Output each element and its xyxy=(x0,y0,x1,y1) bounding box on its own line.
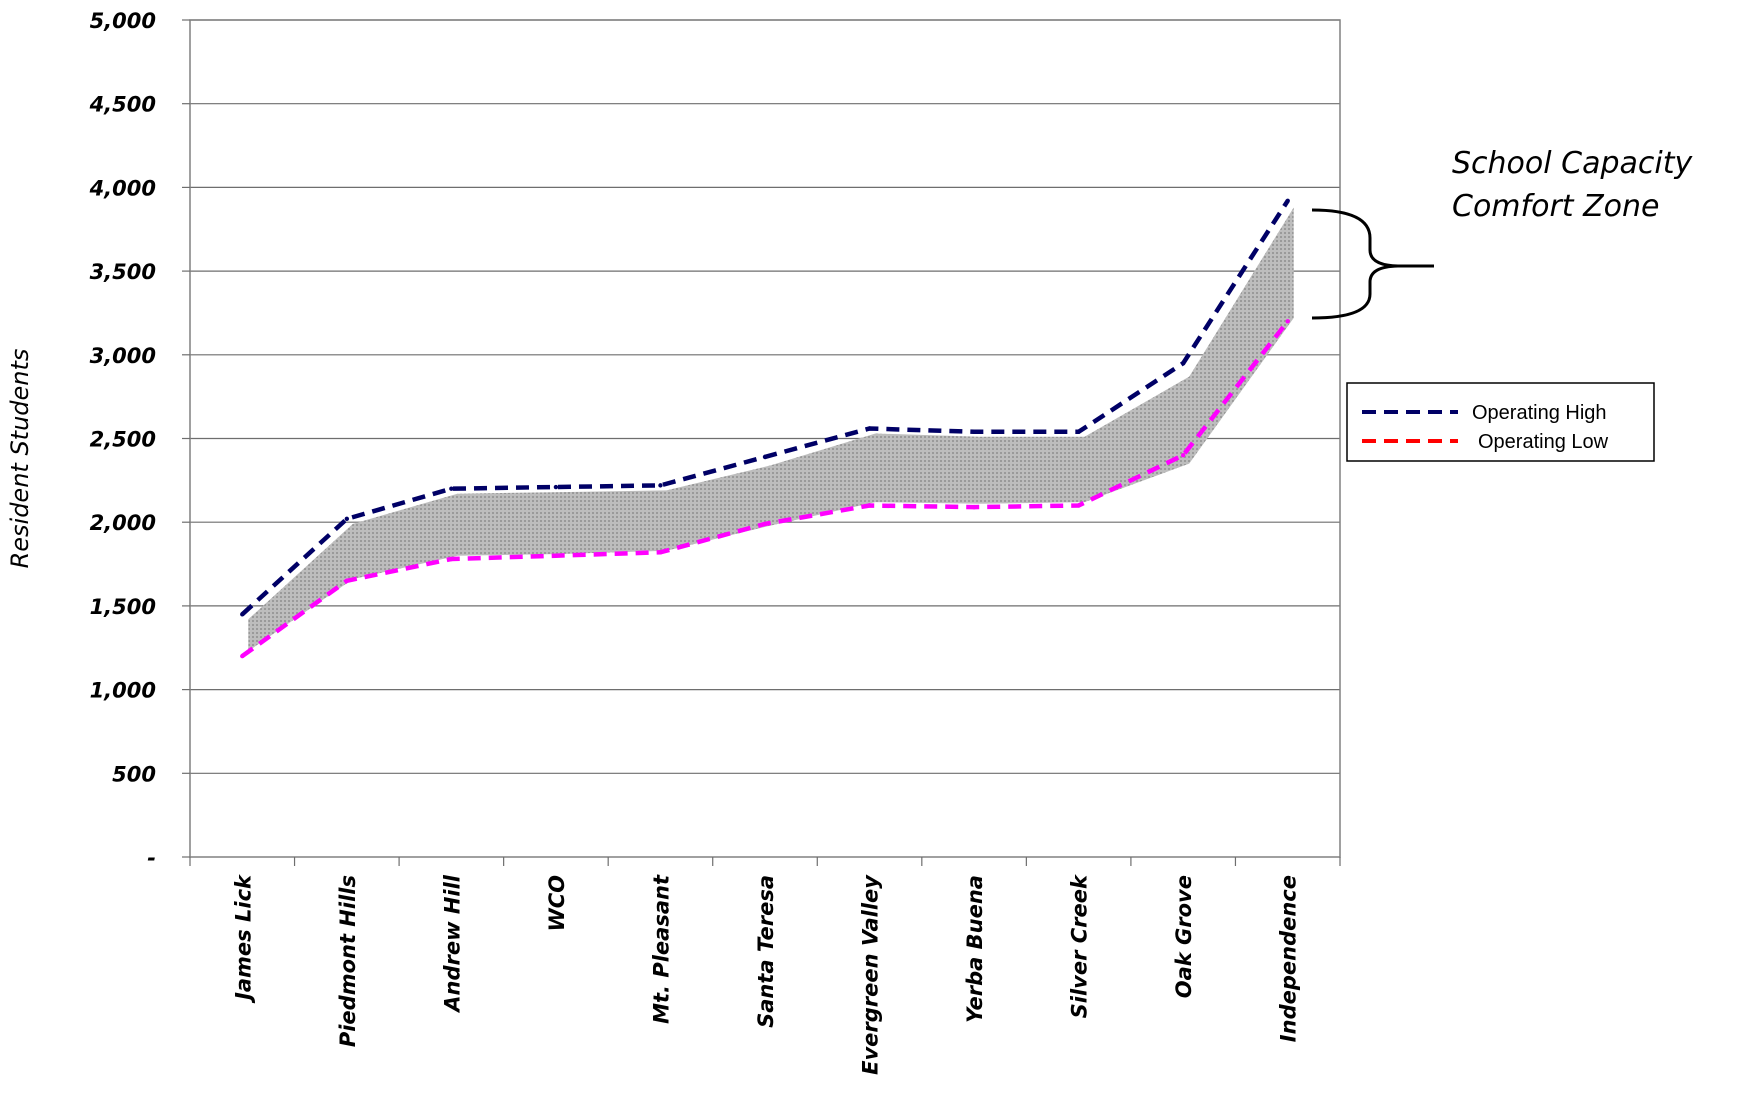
data-point-operating-low xyxy=(1076,503,1081,508)
y-axis-ticks: - 500 1,000 1,500 2,000 2,500 3,000 3,500 4,000 4… xyxy=(89,9,190,870)
x-tick-label-silver-creek: Silver Creek xyxy=(1068,873,1092,1018)
y-tick-label: 2,500 xyxy=(90,428,156,452)
data-point-operating-high xyxy=(971,429,977,435)
data-point-operating-low xyxy=(762,521,768,527)
series-lines xyxy=(240,198,1290,659)
x-tick-label-piedmont-hills: Piedmont Hills xyxy=(336,875,360,1047)
y-tick-label: 2,000 xyxy=(90,511,156,535)
x-tick-label-santa-teresa: Santa Teresa xyxy=(754,875,778,1028)
y-tick-label: - xyxy=(147,846,156,870)
y-tick-label: 500 xyxy=(112,762,156,786)
y-tick-label: 4,000 xyxy=(89,176,156,200)
data-point-operating-high xyxy=(449,486,454,491)
data-point-operating-high xyxy=(762,454,768,460)
y-tick-label: 5,000 xyxy=(90,9,156,33)
y-axis-label: Resident Students xyxy=(6,349,34,569)
annotation-line-1: School Capacity xyxy=(1452,146,1693,181)
data-point-operating-low xyxy=(449,556,454,562)
curly-brace xyxy=(1311,208,1434,320)
data-point-operating-low xyxy=(658,550,663,555)
data-point-operating-low xyxy=(344,578,350,583)
data-point-operating-low xyxy=(1180,453,1186,458)
data-point-operating-high xyxy=(1180,360,1186,366)
data-point-operating-high xyxy=(867,426,872,431)
comfort-zone-annotation: School Capacity Comfort Zone xyxy=(1311,146,1693,320)
data-point-operating-low xyxy=(553,553,559,558)
legend-label-operating-high: Operating High xyxy=(1472,402,1607,424)
data-point-operating-low xyxy=(240,653,245,659)
y-tick-label: 1,000 xyxy=(90,679,156,703)
comfort-zone-band xyxy=(248,207,1294,652)
comfort-zone-area xyxy=(248,207,1294,652)
annotation-line-2: Comfort Zone xyxy=(1452,189,1659,224)
legend: Operating High Operating Low xyxy=(1346,382,1655,462)
data-point-operating-high xyxy=(344,516,350,522)
y-tick-label: 1,500 xyxy=(90,595,156,619)
data-point-operating-low xyxy=(867,503,872,508)
x-tick-label-mt-pleasant: Mt. Pleasant xyxy=(649,874,673,1024)
x-tick-label-wco: WCO xyxy=(545,875,569,932)
x-tick-label-evergreen-valley: Evergreen Valley xyxy=(859,874,883,1075)
data-point-operating-high xyxy=(658,483,663,488)
data-point-operating-high xyxy=(1076,429,1081,435)
y-tick-label: 3,000 xyxy=(90,344,156,368)
data-point-operating-high xyxy=(553,484,559,490)
x-tick-label-yerba-buena: Yerba Buena xyxy=(963,875,987,1023)
data-point-operating-low xyxy=(1285,319,1290,324)
legend-box xyxy=(1346,382,1655,462)
legend-label-operating-low: Operating Low xyxy=(1478,431,1609,453)
x-tick-label-oak-grove: Oak Grove xyxy=(1172,875,1196,998)
y-tick-label: 3,500 xyxy=(90,260,156,284)
y-tick-label: 4,500 xyxy=(89,93,156,117)
x-axis-ticks: James Lick Piedmont Hills Andrew Hill WCO Mt… xyxy=(189,857,1341,1075)
data-point-operating-high xyxy=(1285,198,1290,203)
x-tick-label-andrew-hill: Andrew Hill xyxy=(440,874,464,1014)
data-point-operating-high xyxy=(240,612,245,617)
x-tick-label-james-lick: James Lick xyxy=(231,873,255,1004)
x-tick-label-independence: Independence xyxy=(1277,875,1301,1042)
data-point-operating-low xyxy=(971,504,977,510)
